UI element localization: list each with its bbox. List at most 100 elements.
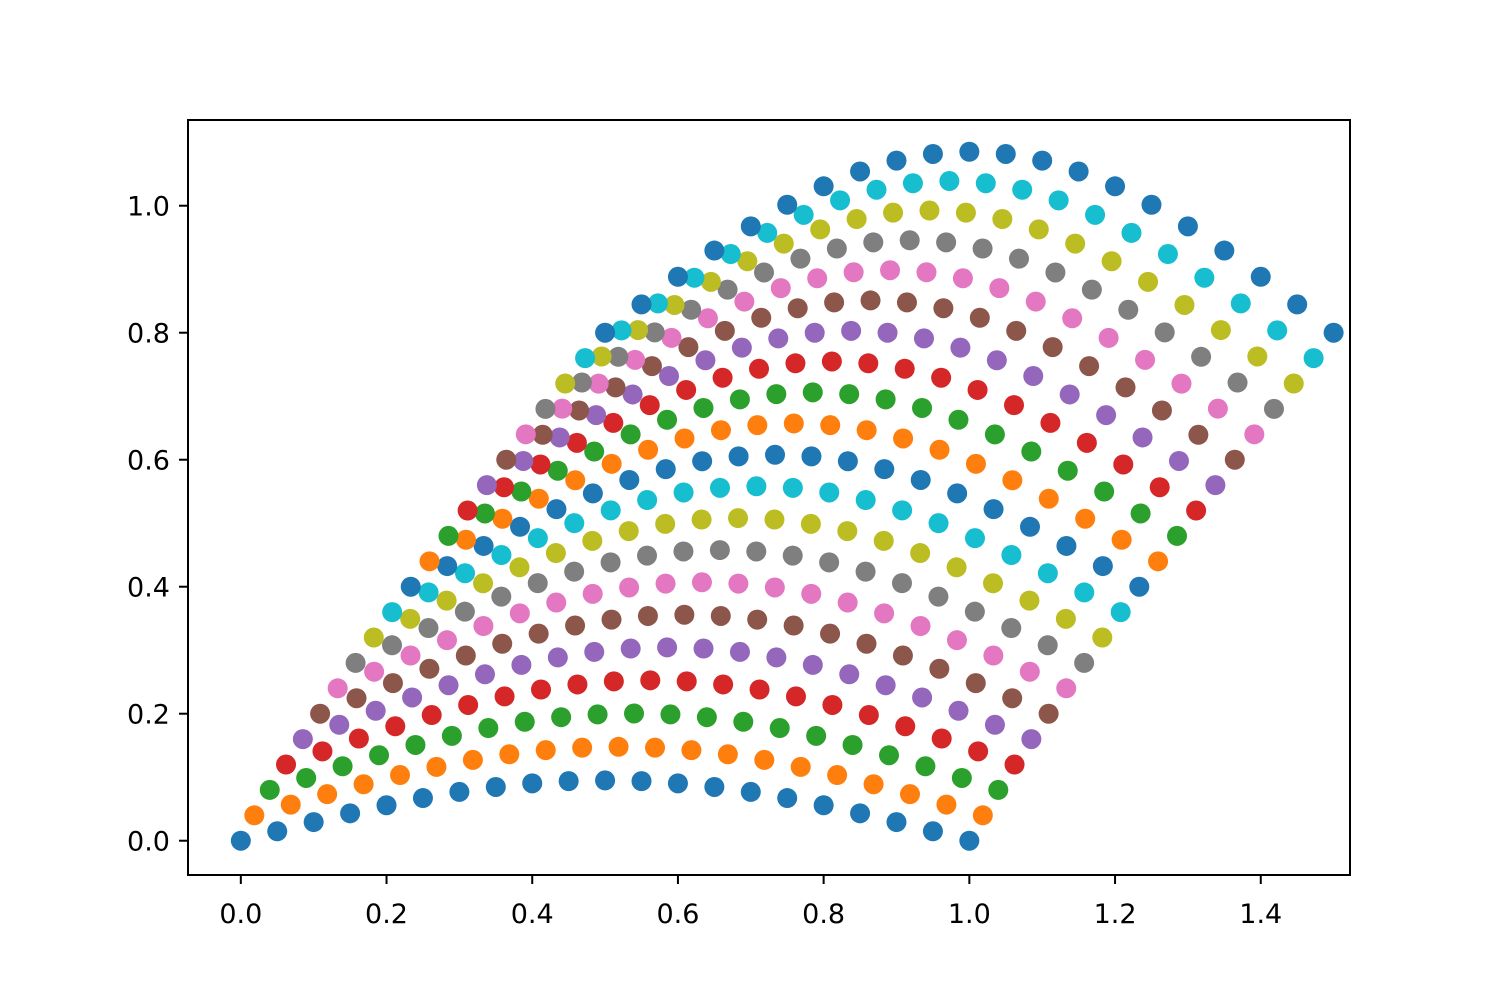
data-point [717, 744, 738, 765]
data-point [267, 821, 288, 842]
data-point [820, 415, 841, 436]
data-point [528, 623, 549, 644]
data-point [972, 238, 993, 259]
data-point [820, 623, 841, 644]
data-point [575, 348, 596, 369]
data-point [478, 718, 499, 739]
data-point [986, 350, 1007, 371]
data-point [657, 409, 678, 430]
data-point [1171, 373, 1192, 394]
data-point [412, 788, 433, 809]
data-point [764, 577, 785, 598]
data-point [801, 446, 822, 467]
data-point [947, 483, 968, 504]
data-point [345, 652, 366, 673]
data-point [1092, 556, 1113, 577]
data-point [684, 267, 705, 288]
y-axis: 0.0 0.2 0.4 0.6 0.8 1.0 [127, 192, 188, 858]
data-point [983, 499, 1004, 520]
data-point [441, 725, 462, 746]
data-point [713, 674, 734, 695]
data-point [936, 232, 957, 253]
x-tick-label: 1.2 [1094, 899, 1137, 930]
data-point [1040, 412, 1061, 433]
data-point [988, 779, 1009, 800]
data-point [740, 781, 761, 802]
data-point [619, 469, 640, 490]
data-point [737, 251, 758, 272]
data-point [800, 513, 821, 534]
data-point [912, 687, 933, 708]
data-point [790, 248, 811, 269]
data-point [790, 756, 811, 777]
data-point [390, 765, 411, 786]
data-point [1092, 627, 1113, 648]
data-point [928, 586, 949, 607]
data-point [436, 590, 457, 611]
data-point [785, 686, 806, 707]
data-point [915, 756, 936, 777]
data-point [1048, 190, 1069, 211]
data-point [426, 756, 447, 777]
data-point [547, 460, 568, 481]
data-point [1023, 366, 1044, 387]
data-point [259, 779, 280, 800]
data-point [1186, 500, 1207, 521]
data-point [965, 673, 986, 694]
data-point [565, 470, 586, 491]
y-tick-label: 0.2 [127, 700, 170, 731]
data-point [1076, 432, 1097, 453]
data-point [565, 615, 586, 636]
data-point [983, 645, 1004, 666]
data-point [751, 307, 772, 328]
x-tick-label: 0.4 [511, 899, 554, 930]
data-point [910, 616, 931, 636]
data-point [601, 609, 622, 630]
data-point [1012, 179, 1033, 200]
data-point [975, 173, 996, 194]
data-point [419, 658, 440, 679]
data-point [637, 545, 658, 566]
data-point [474, 503, 495, 524]
data-point [625, 349, 646, 370]
data-point [582, 483, 603, 504]
data-point [600, 500, 621, 521]
data-point [437, 556, 458, 577]
data-point [899, 230, 920, 251]
data-point [346, 688, 367, 709]
data-point [806, 725, 827, 746]
data-points [230, 141, 1344, 851]
data-point [532, 424, 553, 445]
data-point [874, 603, 895, 624]
data-point [1323, 322, 1344, 343]
data-point [785, 353, 806, 374]
data-point [681, 299, 702, 320]
data-point [587, 704, 608, 725]
data-point [841, 320, 862, 341]
data-point [880, 260, 901, 281]
data-point [276, 754, 297, 775]
data-point [1045, 262, 1066, 283]
data-point [1303, 348, 1324, 369]
data-point [895, 716, 916, 737]
data-point [280, 794, 301, 815]
data-point [620, 638, 641, 659]
data-point [754, 749, 775, 770]
data-point [535, 398, 556, 419]
data-point [1038, 703, 1059, 724]
data-point [385, 716, 406, 737]
data-point [1267, 320, 1288, 341]
data-point [1085, 204, 1106, 225]
data-point [950, 337, 971, 358]
data-point [402, 687, 423, 708]
data-point [754, 262, 775, 283]
data-point [473, 616, 494, 636]
data-point [454, 601, 475, 622]
data-point [964, 528, 985, 549]
data-point [819, 552, 840, 573]
data-point [827, 765, 848, 786]
data-point [749, 679, 770, 700]
y-tick-label: 1.0 [127, 192, 170, 223]
data-point [462, 749, 483, 770]
data-point [919, 200, 940, 221]
